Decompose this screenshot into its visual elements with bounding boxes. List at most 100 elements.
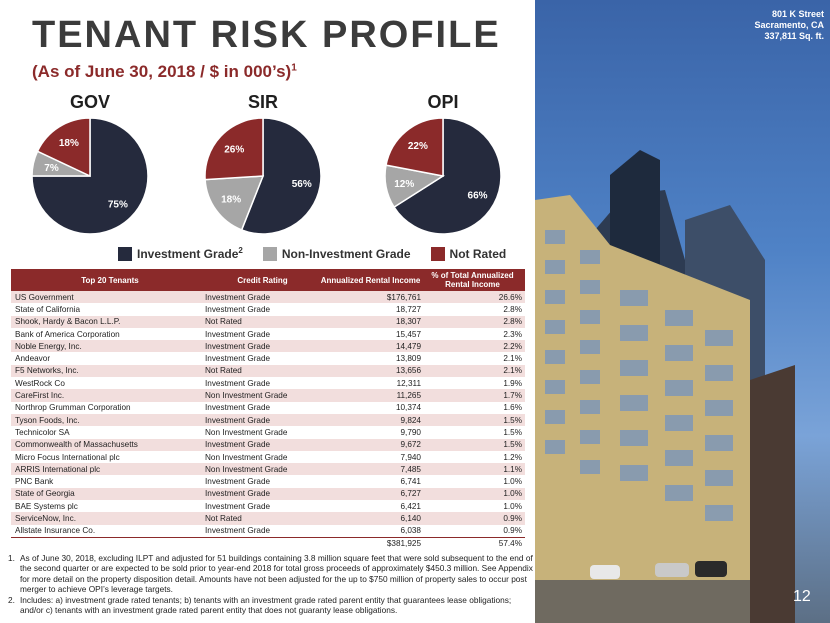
column-header: Annualized Rental Income [320, 275, 421, 285]
table-cell: 13,809 [395, 354, 421, 364]
table-cell: Investment Grade [205, 403, 271, 413]
table-cell: 1.0% [503, 489, 522, 499]
table-cell: 15,457 [395, 329, 421, 339]
pie-gov: GOV 75% 7% 18% [30, 92, 150, 236]
table-cell: 18,727 [395, 304, 421, 314]
legend-label: Non-Investment Grade [281, 246, 411, 261]
table-cell: F5 Networks, Inc. [15, 366, 79, 376]
table-cell: Technicolor SA [15, 427, 70, 437]
pie-data-label: 22% [408, 141, 428, 152]
table-cell: 1.2% [503, 452, 522, 462]
table-cell: 1.1% [503, 464, 522, 474]
table-cell: Investment Grade [205, 526, 271, 536]
table-cell: Commonwealth of Massachusetts [15, 440, 138, 450]
pie-data-label: 7% [44, 163, 59, 174]
table-cell: Northrop Grumman Corporation [15, 403, 131, 413]
legend-label: Investment Grade2 [137, 246, 243, 261]
pie-title: SIR [247, 92, 278, 112]
table-cell: State of California [15, 304, 81, 314]
legend-item-non-investment-grade: Non-Investment Grade [262, 246, 411, 261]
table-cell: 1.7% [503, 391, 522, 401]
pie-sir: SIR 56% 18% 26% [203, 92, 323, 236]
table-cell: Investment Grade [205, 354, 271, 364]
subtitle-text: (As of June 30, 2018 / $ in 000’s) [32, 62, 292, 81]
table-cell: ARRIS International plc [15, 464, 101, 474]
table-row: Commonwealth of Massachusetts Investment … [11, 438, 525, 451]
table-cell: 1.9% [503, 378, 522, 388]
table-cell: 2.8% [503, 317, 522, 327]
table-cell: WestRock Co [15, 378, 65, 388]
pie-title: OPI [427, 92, 459, 112]
photo-caption: 801 K Street Sacramento, CA 337,811 Sq. … [754, 9, 824, 42]
table-cell: 0.9% [503, 526, 522, 536]
table-total-row: $381,925 57.4% [11, 536, 525, 550]
table-cell: CareFirst Inc. [15, 391, 65, 401]
page-subtitle: (As of June 30, 2018 / $ in 000’s)1 [32, 62, 297, 82]
table-row: State of Georgia Investment Grade 6,727 1.0… [11, 487, 525, 501]
pie-chart-svg: 56% 18% 26% [204, 117, 322, 235]
footnote-text: As of June 30, 2018, excluding ILPT and … [20, 553, 533, 595]
table-cell: Not Rated [205, 317, 242, 327]
footnote-text: Includes: a) investment grade rated tena… [20, 594, 512, 616]
table-cell: Bank of America Corporation [15, 329, 120, 339]
caption-line: 801 K Street [771, 9, 824, 19]
table-cell: Non Investment Grade [205, 464, 288, 474]
table-cell: Investment Grade [205, 341, 271, 351]
table-cell: 11,265 [396, 391, 421, 401]
table-cell: 7,485 [400, 464, 422, 474]
table-cell: 6,421 [400, 501, 422, 511]
pie-chart-svg: 75% 7% 18% [31, 117, 149, 235]
table-cell: Tyson Foods, Inc. [15, 415, 80, 425]
table-cell: Investment Grade [205, 329, 271, 339]
table-cell: 1.6% [503, 403, 522, 413]
table-cell: 57.4% [498, 539, 522, 549]
pie-slice-not-rated [385, 117, 444, 177]
table-cell: 1.5% [503, 415, 522, 425]
table-row: Micro Focus International plc Non Investm… [11, 451, 525, 463]
table-cell: 6,727 [400, 489, 422, 499]
table-cell: Non Investment Grade [205, 452, 288, 462]
table-row: Noble Energy, Inc. Investment Grade 14,479… [11, 340, 525, 353]
table-cell: Investment Grade [205, 489, 271, 499]
table-cell: 10,374 [395, 403, 421, 413]
table-cell: 1.5% [503, 427, 522, 437]
pie-slice-investment-grade [240, 117, 322, 235]
table-cell: 2.1% [503, 366, 522, 376]
legend-swatch [118, 246, 132, 261]
table-cell: Investment Grade [205, 477, 271, 487]
table-cell: Investment Grade [205, 292, 271, 302]
table-cell: 13,656 [395, 366, 421, 376]
table-row: Shook, Hardy & Bacon L.L.P. Not Rated 18,3… [11, 315, 525, 328]
footnote: 2. Includes: a) investment grade rated t… [8, 595, 533, 616]
table-cell: $176,761 [386, 292, 421, 302]
building-illustration [535, 150, 795, 623]
legend-swatch [262, 246, 277, 261]
footnotes: 1. As of June 30, 2018, excluding ILPT a… [8, 553, 533, 615]
table-cell: 6,038 [400, 526, 422, 536]
table-cell: $381,925 [386, 539, 421, 549]
pie-slice-non-investment-grade [204, 175, 265, 231]
pie-chart-svg: 66% 12% 22% [384, 117, 502, 235]
table-cell: Noble Energy, Inc. [15, 341, 82, 351]
table-cell: 26.6% [498, 292, 522, 302]
table-cell: PNC Bank [15, 477, 54, 487]
table-row: F5 Networks, Inc. Not Rated 13,656 2.1% [11, 364, 525, 378]
table-cell: 9,672 [400, 440, 422, 450]
pie-slice-not-rated [36, 117, 91, 178]
table-row: ARRIS International plc Non Investment Gr… [11, 463, 525, 476]
page-number: 12 [793, 588, 811, 605]
legend-item-not-rated: Not Rated [430, 246, 506, 261]
table-cell: 12,311 [396, 378, 421, 388]
table-cell: 1.0% [503, 477, 522, 487]
top-tenants-table: Top 20 Tenants Credit Rating Annualized … [11, 269, 525, 550]
table-row: BAE Systems plc Investment Grade 6,421 1.0% [11, 500, 525, 512]
footnote: 1. As of June 30, 2018, excluding ILPT a… [8, 553, 533, 595]
table-row: US Government Investment Grade $176,761 26.… [11, 291, 525, 304]
table-row: State of California Investment Grade 18,72… [11, 303, 525, 315]
pie-data-label: 75% [108, 199, 128, 210]
page-title: TENANT RISK PROFILE [32, 14, 501, 56]
pie-data-label: 26% [224, 145, 244, 156]
table-cell: 2.1% [503, 354, 522, 364]
table-cell: 1.0% [503, 501, 522, 511]
column-header: % of Total Annualized Rental Income [431, 271, 514, 289]
